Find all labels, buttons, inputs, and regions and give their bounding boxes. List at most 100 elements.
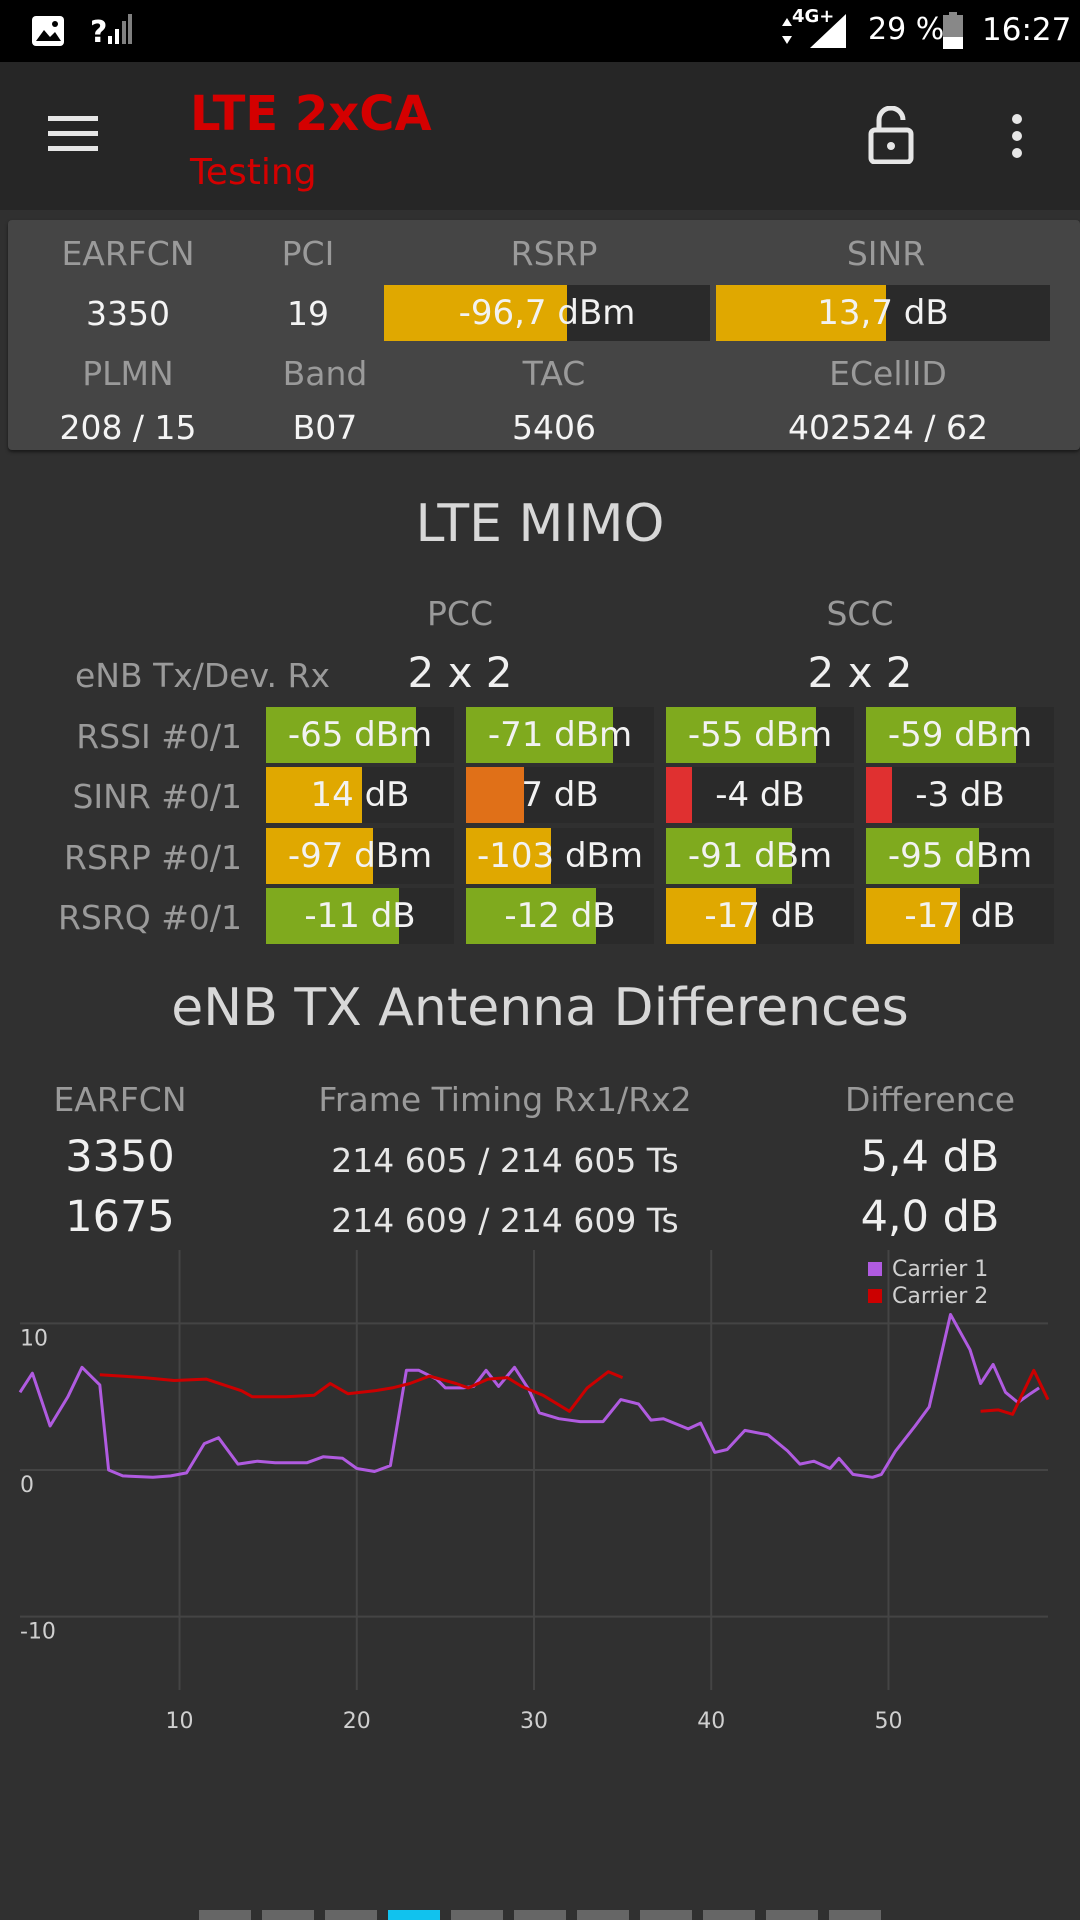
sinr-cell: 14 dB bbox=[266, 767, 454, 823]
lock-icon[interactable] bbox=[868, 105, 914, 168]
bar-fill bbox=[466, 828, 551, 884]
svg-text:?: ? bbox=[90, 15, 107, 48]
y-tick-label: 10 bbox=[20, 1326, 48, 1351]
page-dot[interactable] bbox=[829, 1910, 881, 1920]
bar-fill bbox=[466, 888, 596, 944]
app-subtitle: Testing bbox=[190, 152, 317, 193]
rsrp-bar-fill bbox=[384, 285, 567, 341]
pci-value: 19 bbox=[287, 294, 329, 333]
x-tick-label: 30 bbox=[520, 1709, 548, 1734]
page-dot[interactable] bbox=[199, 1910, 251, 1920]
rssi-cell: -71 dBm bbox=[466, 707, 654, 763]
legend-label: Carrier 1 bbox=[892, 1257, 988, 1282]
frame-timing-1: 214 605 / 214 605 Ts bbox=[331, 1141, 679, 1180]
antenna-earfcn-1: 3350 bbox=[65, 1132, 175, 1182]
antenna-title: eNB TX Antenna Differences bbox=[171, 978, 909, 1038]
legend-swatch bbox=[868, 1289, 882, 1303]
series-line-1 bbox=[18, 1313, 1040, 1479]
page-dot[interactable] bbox=[388, 1910, 440, 1920]
rsrq-value: -17 dB bbox=[704, 896, 816, 936]
scc-config: 2 x 2 bbox=[807, 648, 913, 697]
pcc-header: PCC bbox=[427, 594, 493, 633]
page-dot[interactable] bbox=[766, 1910, 818, 1920]
sinr-value: 13,7 dB bbox=[817, 293, 949, 333]
difference-2: 4,0 dB bbox=[860, 1192, 1000, 1242]
rsrq-cell: -11 dB bbox=[266, 888, 454, 944]
page-dot[interactable] bbox=[325, 1910, 377, 1920]
rsrp-cell: -91 dBm bbox=[666, 828, 854, 884]
bar-fill bbox=[266, 828, 374, 884]
sinr-value: -3 dB bbox=[915, 775, 1005, 815]
battery-percent: 29 % bbox=[868, 12, 945, 47]
cell-info-card: EARFCN PCI RSRP SINR 3350 19 -96,7 dBm 1… bbox=[8, 220, 1080, 450]
sinr-cell: 7 dB bbox=[466, 767, 654, 823]
difference-1: 5,4 dB bbox=[860, 1132, 1000, 1182]
series-line-2 bbox=[980, 1368, 1050, 1416]
rsrp-value: -103 dBm bbox=[477, 836, 643, 876]
rsrp-cell: -97 dBm bbox=[266, 828, 454, 884]
page-indicator bbox=[0, 1900, 1080, 1920]
band-header: Band bbox=[282, 354, 368, 393]
y-tick-label: 0 bbox=[20, 1473, 34, 1498]
rsrp-value: -91 dBm bbox=[687, 836, 833, 876]
row-label-sinr: SINR #0/1 bbox=[72, 777, 242, 816]
page-dot[interactable] bbox=[262, 1910, 314, 1920]
rsrq-value: -17 dB bbox=[904, 896, 1016, 936]
menu-icon[interactable] bbox=[48, 114, 100, 158]
x-tick-label: 50 bbox=[874, 1709, 902, 1734]
rsrq-value: -11 dB bbox=[304, 896, 416, 936]
page-dot[interactable] bbox=[577, 1910, 629, 1920]
config-label: eNB Tx/Dev. Rx bbox=[74, 656, 330, 695]
rssi-value: -55 dBm bbox=[687, 715, 833, 755]
bar-fill bbox=[666, 707, 817, 763]
ecellid-value: 402524 / 62 bbox=[787, 408, 989, 447]
more-vert-icon[interactable] bbox=[1008, 114, 1026, 162]
legend-swatch bbox=[868, 1262, 882, 1276]
image-icon bbox=[30, 14, 66, 52]
signal-icon bbox=[806, 12, 848, 54]
bar-fill bbox=[466, 707, 613, 763]
pcc-config: 2 x 2 bbox=[407, 648, 513, 697]
rssi-value: -65 dBm bbox=[287, 715, 433, 755]
legend-label: Carrier 2 bbox=[892, 1284, 988, 1309]
rsrp-value: -97 dBm bbox=[287, 836, 433, 876]
page-dot[interactable] bbox=[451, 1910, 503, 1920]
rsrq-cell: -12 dB bbox=[466, 888, 654, 944]
series-line-2 bbox=[99, 1370, 624, 1413]
rssi-cell: -65 dBm bbox=[266, 707, 454, 763]
scc-header: SCC bbox=[826, 594, 894, 633]
frame-timing-2: 214 609 / 214 609 Ts bbox=[331, 1201, 679, 1240]
bar-fill bbox=[466, 767, 525, 823]
earfcn-value: 3350 bbox=[86, 294, 170, 333]
app-title: LTE 2xCA bbox=[190, 86, 432, 142]
bar-fill bbox=[266, 888, 400, 944]
sinr-bar-fill bbox=[716, 285, 887, 341]
rsrq-cell: -17 dB bbox=[866, 888, 1054, 944]
battery-icon bbox=[942, 12, 964, 54]
sinr-value: 14 dB bbox=[310, 775, 410, 815]
page-dot[interactable] bbox=[703, 1910, 755, 1920]
tac-value: 5406 bbox=[512, 408, 596, 447]
sinr-value: -4 dB bbox=[715, 775, 805, 815]
antenna-difference-chart: 10 20 30 40 50 10 0 -10 Carrier 1 Carrier 2 bbox=[0, 1250, 1080, 1740]
earfcn-header: EARFCN bbox=[61, 234, 195, 273]
sinr-cell: -4 dB bbox=[666, 767, 854, 823]
ecellid-header: ECellID bbox=[829, 354, 947, 393]
page-dot[interactable] bbox=[514, 1910, 566, 1920]
rsrp-value: -96,7 dBm bbox=[458, 293, 636, 333]
rssi-value: -71 dBm bbox=[487, 715, 633, 755]
page-dot[interactable] bbox=[640, 1910, 692, 1920]
rsrq-value: -12 dB bbox=[504, 896, 616, 936]
bar-fill bbox=[266, 707, 417, 763]
sinr-bar: 13,7 dB bbox=[716, 285, 1050, 341]
x-tick-label: 20 bbox=[343, 1709, 371, 1734]
x-tick-label: 10 bbox=[166, 1709, 194, 1734]
rssi-value: -59 dBm bbox=[887, 715, 1033, 755]
row-label-rsrp: RSRP #0/1 bbox=[64, 838, 242, 877]
rsrq-cell: -17 dB bbox=[666, 888, 854, 944]
bar-fill bbox=[266, 767, 362, 823]
bar-fill bbox=[866, 828, 979, 884]
rsrp-header: RSRP bbox=[510, 234, 598, 273]
bar-fill bbox=[666, 888, 757, 944]
